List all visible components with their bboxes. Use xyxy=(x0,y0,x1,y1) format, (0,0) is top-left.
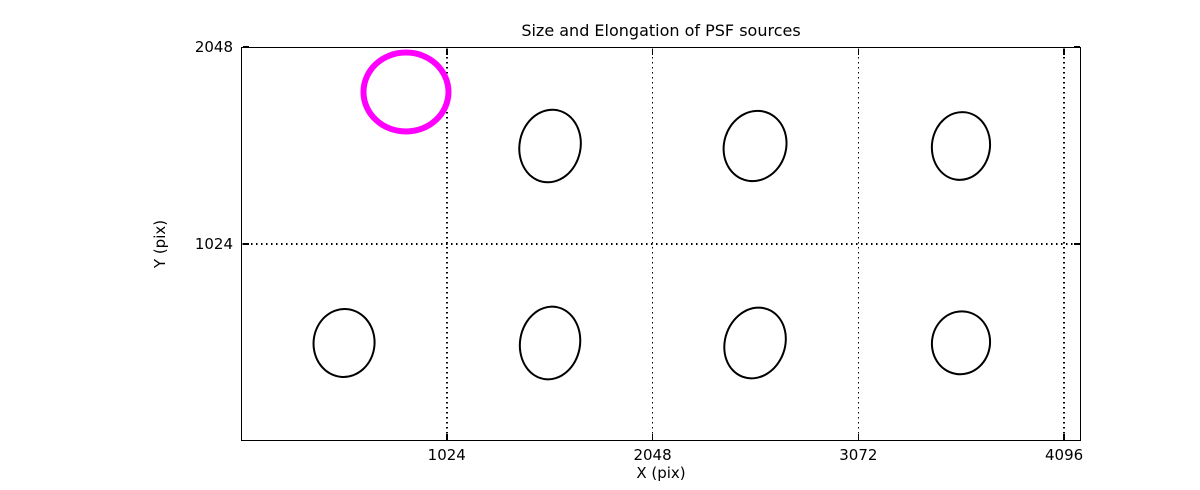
x-axis-label: X (pix) xyxy=(636,464,686,482)
x-tick-top-3072 xyxy=(857,48,860,55)
gridline-y-1024 xyxy=(241,243,1081,245)
x-tick-top-2048 xyxy=(651,48,654,55)
y-tick-left-1024 xyxy=(242,243,249,245)
x-tick-top-4096 xyxy=(1063,48,1065,55)
y-tick-label-1024: 1024 xyxy=(194,235,233,253)
y-tick-left-2048 xyxy=(242,46,249,48)
x-tick-bottom-1024 xyxy=(446,433,448,440)
y-axis-label-text: Y (pix) xyxy=(151,219,169,269)
x-tick-top-1024 xyxy=(446,48,448,55)
y-tick-right-1024 xyxy=(1073,243,1080,245)
x-tick-bottom-4096 xyxy=(1063,433,1065,440)
y-tick-right-2048 xyxy=(1073,46,1080,48)
x-tick-label-4096: 4096 xyxy=(1045,446,1084,464)
x-tick-bottom-2048 xyxy=(651,433,654,440)
chart-title: Size and Elongation of PSF sources xyxy=(521,21,801,40)
y-tick-label-2048: 2048 xyxy=(194,38,233,56)
x-tick-label-2048: 2048 xyxy=(633,446,672,464)
outlier-source-ellipse-0 xyxy=(360,49,452,135)
x-tick-label-3072: 3072 xyxy=(839,446,878,464)
x-tick-bottom-3072 xyxy=(857,433,860,440)
x-tick-label-1024: 1024 xyxy=(427,446,466,464)
